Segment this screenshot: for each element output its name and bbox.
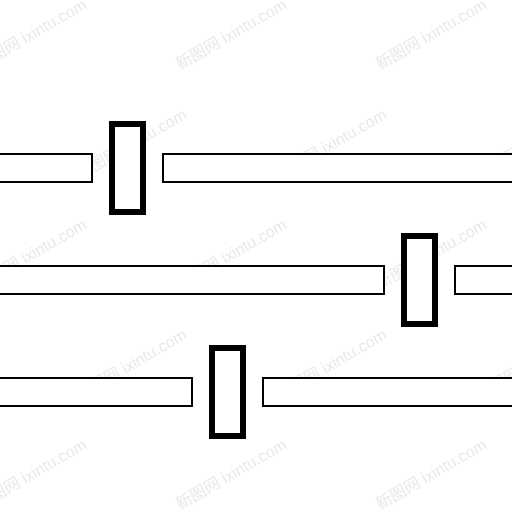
slider-handle[interactable] (209, 345, 246, 439)
slider-handle[interactable] (401, 233, 438, 327)
sliders-icon: 新图网 ixintu.com 新图网 ixintu.com 新图网 ixintu.c… (0, 0, 512, 512)
watermark-text: 新图网 ixintu.com (373, 0, 490, 73)
slider-track-segment (0, 153, 93, 183)
watermark-text: 新图网 ixintu.com (173, 436, 290, 512)
watermark-text: 新图网 ixintu.com (0, 0, 90, 73)
watermark-text: 新图网 ixintu.com (0, 436, 90, 512)
slider-track-segment (162, 153, 512, 183)
slider-track-segment (0, 377, 193, 407)
slider-track-segment (262, 377, 512, 407)
slider-track-segment (0, 265, 385, 295)
watermark-text: 新图网 ixintu.com (373, 436, 490, 512)
watermark-text: 新图网 ixintu.com (173, 0, 290, 73)
slider-track-segment (454, 265, 512, 295)
slider-handle[interactable] (109, 121, 146, 215)
